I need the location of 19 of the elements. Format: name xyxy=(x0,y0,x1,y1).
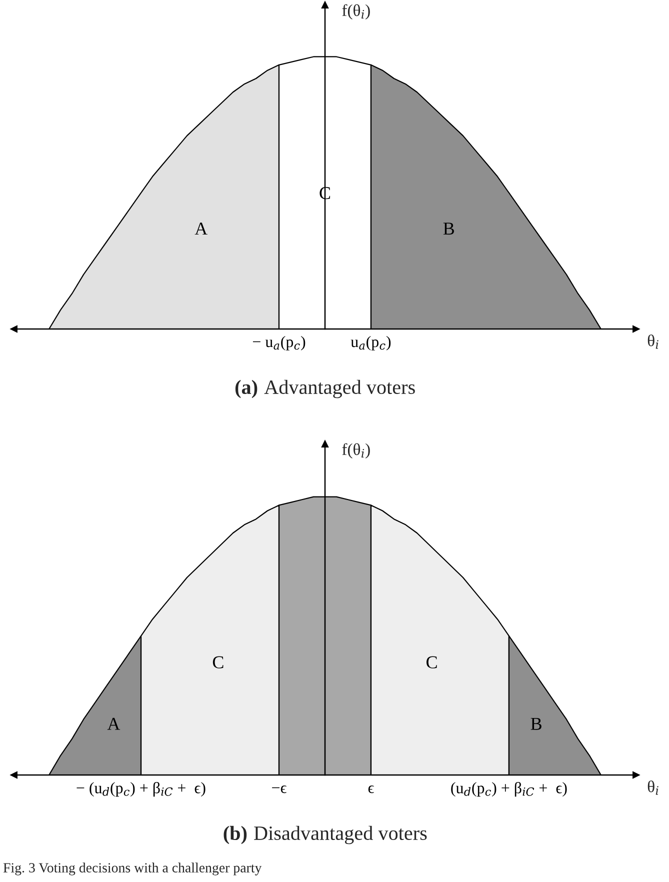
y-axis-title: f(θ$_{i}$) xyxy=(342,4,370,20)
series-label: A xyxy=(107,718,120,730)
series-label: B xyxy=(530,718,542,730)
text: (a) Advantaged voters xyxy=(235,380,415,398)
y-axis-title: f(θ$_{i}$) xyxy=(342,443,370,458)
x-tick-label: ϵ xyxy=(368,786,374,794)
series-label: A xyxy=(194,222,208,235)
text: (b) Disadvantaged voters xyxy=(224,826,427,844)
x-tick-label: −ϵ xyxy=(272,786,286,794)
x-tick-label: − u$_{a}$(p$_{c}$) xyxy=(252,336,306,350)
series-label: C xyxy=(212,656,224,668)
x-axis-title: θ$_{i}$ xyxy=(648,334,658,349)
x-tick-label: (u$_{d}$(p$_{c}$) + β$_{iC}$ + ϵ) xyxy=(451,782,567,797)
x-tick-label: u$_{a}$(p$_{c}$) xyxy=(350,336,391,350)
series-label: B xyxy=(443,222,454,235)
x-tick-label: − (u$_{d}$(p$_{c}$) + β$_{iC}$ + ϵ) xyxy=(76,782,206,797)
x-axis-title: θ$_{i}$ xyxy=(648,780,658,795)
series-label: C xyxy=(426,656,437,668)
caption: Fig. 3 Voting decisions with a challenger party xyxy=(3,862,262,876)
